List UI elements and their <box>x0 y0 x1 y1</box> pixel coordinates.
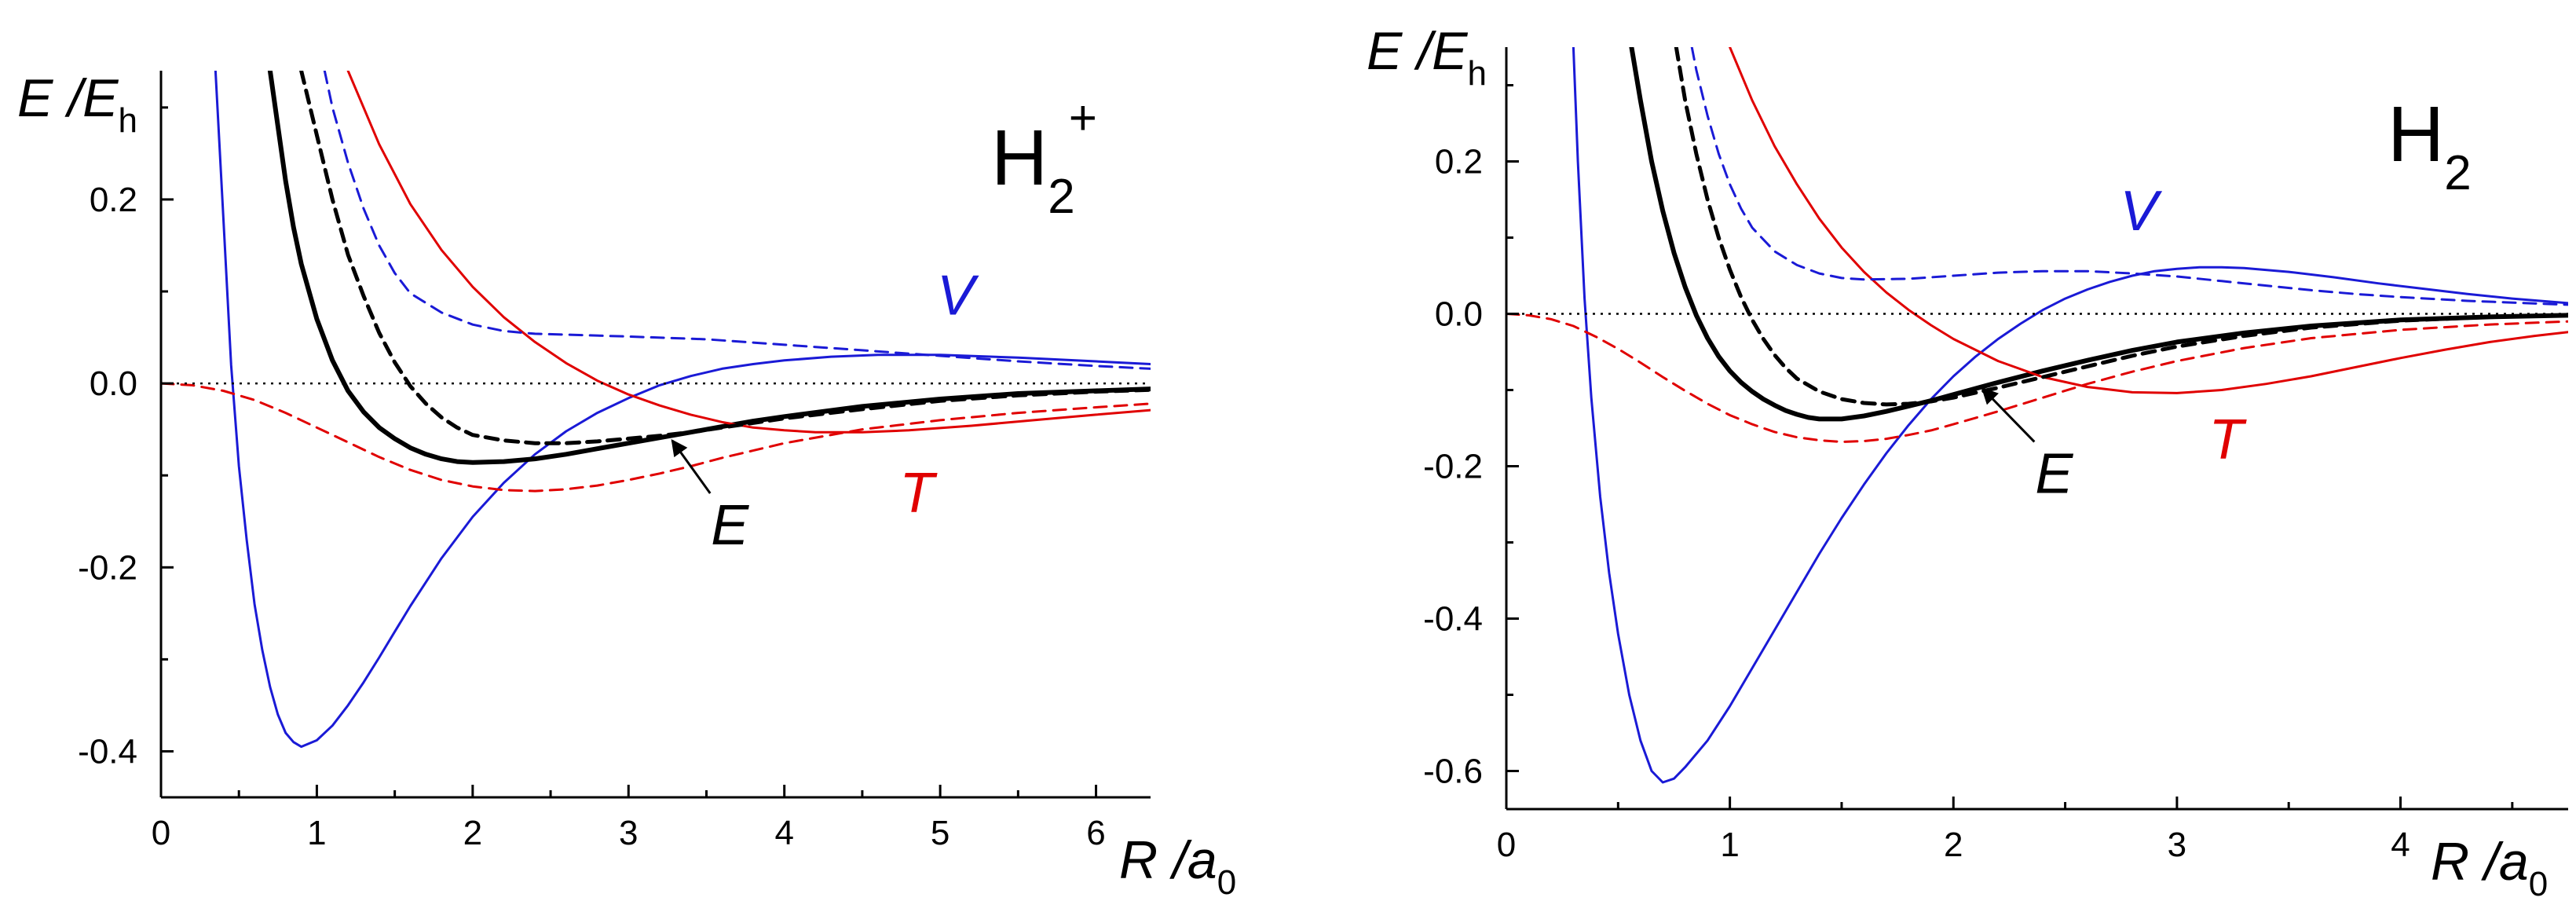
x-tick-label: 6 <box>1086 814 1105 852</box>
panel-h2: 0 1 2 3 4 -0.6 -0.4 -0.2 0.0 0.2 V T E E /Eh R /a0 … <box>1367 21 2568 903</box>
series-line-v-dashed <box>323 71 1151 370</box>
x-tick-label: 5 <box>931 814 950 852</box>
y-tick-label: 0.0 <box>1435 295 1483 334</box>
series-line-e-dashed <box>1674 47 2568 407</box>
x-axis-label: R /a0 <box>1119 830 1236 902</box>
y-tick-label: -0.4 <box>78 732 137 771</box>
x-tick-label: 4 <box>774 814 793 852</box>
panel-title: H2 + <box>991 91 1097 224</box>
curve-label-e: E <box>2035 442 2073 505</box>
y-tick-label: 0.2 <box>90 181 137 219</box>
x-axis-label-main: R /a <box>2431 832 2529 892</box>
annotation-layer: V T E <box>1981 180 2248 505</box>
y-axis-label-sub: h <box>1468 54 1487 93</box>
x-tick-label: 3 <box>2168 826 2186 864</box>
panel-title-sub: 2 <box>1048 170 1074 224</box>
panel-h2-plus: 0 1 2 3 4 5 6-0.4-0.20.00.2 VTE E /Eh R /a0 H2… <box>17 68 1236 902</box>
series-line-e-bonding <box>1629 47 2568 422</box>
y-tick-label: -0.2 <box>1423 448 1483 486</box>
y-tick-label: -0.2 <box>78 548 137 587</box>
x-tick-label: 0 <box>1497 826 1516 864</box>
y-axis-label-main: E /E <box>17 68 119 128</box>
annotation-layer: V T E <box>671 264 979 557</box>
curve-label-t: T <box>2209 408 2248 471</box>
series-line-e-bonding <box>267 71 1151 465</box>
series-layer <box>161 71 1151 749</box>
y-axis-label-sub: h <box>119 101 137 140</box>
x-tick-label: 1 <box>307 814 326 852</box>
annotation-arrow <box>1981 387 2036 443</box>
x-tick-label: 2 <box>463 814 482 852</box>
x-tick-label: 1 <box>1720 826 1739 864</box>
series-line-v-dashed <box>1690 47 2568 306</box>
x-tick-label: 3 <box>619 814 638 852</box>
y-axis-label: E /Eh <box>1367 21 1487 93</box>
series-line-v-bonding <box>214 71 1151 749</box>
x-tick-label: 4 <box>2391 826 2410 864</box>
y-axis-label: E /Eh <box>17 68 137 140</box>
x-tick-label: 2 <box>1944 826 1963 864</box>
curve-label-e: E <box>711 494 749 557</box>
y-tick-label: -0.4 <box>1423 600 1483 639</box>
y-tick-label: -0.6 <box>1423 753 1483 791</box>
panel-title-sub: 2 <box>2444 146 2471 200</box>
y-tick-label: 0.2 <box>1435 143 1483 181</box>
y-axis-label-main: E /E <box>1367 21 1468 81</box>
axes-layer: 0 1 2 3 4 5 6 -0.4 -0.2 0.0 0.2 <box>78 71 1151 852</box>
series-layer <box>1506 47 2568 784</box>
x-axis-label-sub: 0 <box>2529 865 2548 903</box>
x-axis-label-main: R /a <box>1119 830 1217 890</box>
x-axis-label-sub: 0 <box>1217 863 1236 902</box>
series-line-t-bonding <box>346 71 1151 434</box>
panel-title-sup: + <box>1069 91 1097 145</box>
x-axis-label: R /a0 <box>2431 832 2548 903</box>
panel-title: H2 <box>2388 90 2472 200</box>
series-line-e-dashed <box>299 71 1151 445</box>
series-line-v-bonding <box>1572 47 2568 784</box>
x-tick-label: 0 <box>152 814 170 852</box>
y-tick-label: 0.0 <box>90 364 137 403</box>
panel-title-main: H <box>2388 90 2444 178</box>
annotation-arrow <box>671 438 712 494</box>
panel-title-main: H <box>991 114 1048 202</box>
axes-layer: 0 1 2 3 4 -0.6 -0.4 -0.2 0.0 0.2 <box>1423 47 2568 864</box>
series-line-t-dashed <box>161 382 1151 493</box>
curve-label-v: V <box>937 264 979 327</box>
curve-label-t: T <box>899 462 938 525</box>
curve-label-v: V <box>2120 180 2162 243</box>
